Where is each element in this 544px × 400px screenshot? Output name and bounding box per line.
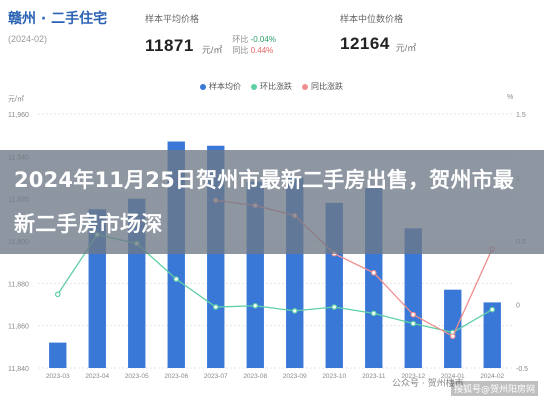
bar — [483, 302, 501, 368]
median-price-unit: 元/㎡ — [395, 43, 417, 53]
left-tick-label: 11,840 — [8, 366, 29, 373]
left-tick-label: 11,880 — [8, 281, 29, 288]
series-point — [489, 306, 496, 313]
headline-text: 2024年11月25日贺州市最新二手房出售，贺州市最新二手房市场深 — [14, 168, 515, 236]
x-tick-label: 2023-08 — [243, 373, 267, 380]
chart-legend: 样本均价 环比涨跌 同比涨跌 — [200, 81, 343, 92]
x-tick-label: 2023-11 — [362, 373, 386, 380]
chart-header: 赣州 · 二手住宅 (2024-02) 样本平均价格 11871 元/㎡ 环比 … — [0, 0, 544, 70]
right-tick-label: 1.5 — [516, 112, 526, 119]
legend-item-avg[interactable]: 样本均价 — [200, 81, 241, 92]
left-axis-unit: 元/㎡ — [8, 96, 24, 103]
right-tick-label: -0.5 — [516, 366, 528, 373]
median-price-label: 样本中位数价格 — [340, 15, 404, 25]
bar — [49, 342, 67, 368]
x-tick-label: 2024-01 — [441, 373, 465, 380]
legend-label-mom: 环比涨跌 — [260, 82, 292, 91]
avg-price-label: 样本平均价格 — [145, 15, 200, 25]
series-point — [212, 304, 219, 310]
date-label: (2024-02) — [8, 34, 48, 44]
x-tick-label: 2023-09 — [283, 373, 307, 380]
x-tick-label: 2023-05 — [125, 373, 149, 380]
series-point — [291, 308, 298, 314]
series-point — [54, 291, 61, 298]
series-point — [410, 320, 417, 327]
x-tick-label: 2023-10 — [322, 373, 346, 380]
legend-label-avg: 样本均价 — [209, 82, 241, 91]
right-axis-unit: % — [507, 94, 514, 101]
avg-price-value: 11871 — [145, 36, 194, 55]
left-tick-label: 11,960 — [8, 112, 29, 119]
right-tick-label: 0 — [516, 303, 520, 310]
series-point — [410, 311, 417, 318]
x-tick-label: 2023-12 — [401, 373, 425, 380]
x-tick-label: 2024-02 — [480, 373, 504, 380]
headline-banner — [0, 150, 544, 254]
legend-item-yoy[interactable]: 同比涨跌 — [302, 81, 343, 92]
x-tick-label: 2023-06 — [164, 373, 188, 380]
watermark-right: 搜狐号@贺州阳房网 — [450, 381, 538, 396]
legend-label-yoy: 同比涨跌 — [311, 82, 343, 91]
series-point — [331, 304, 338, 310]
series-point — [449, 333, 456, 340]
x-tick-label: 2023-07 — [204, 373, 228, 380]
watermark-left: 公众号 · 贺州楼市 — [392, 379, 464, 389]
yoy-value: 0.44% — [250, 46, 274, 55]
bar — [444, 289, 462, 368]
series-point — [173, 276, 180, 282]
series-point — [370, 310, 377, 317]
median-price-block: 样本中位数价格 12164 元/㎡ — [340, 12, 416, 54]
series-point — [252, 302, 259, 309]
mom-value: -0.04% — [250, 35, 276, 44]
bar — [404, 228, 422, 368]
median-price-value: 12164 — [340, 34, 390, 53]
avg-price-changes: 环比 -0.04% 同比 0.44% — [232, 34, 276, 56]
x-tick-label: 2023-04 — [85, 373, 109, 380]
legend-swatch-avg — [200, 83, 206, 90]
legend-swatch-mom — [251, 83, 257, 90]
left-tick-label: 11,860 — [8, 324, 29, 331]
yoy-label: 同比 — [232, 46, 249, 55]
avg-price-unit: 元/㎡ — [201, 45, 223, 55]
legend-item-mom[interactable]: 环比涨跌 — [251, 81, 292, 92]
x-tick-label: 2023-03 — [46, 373, 70, 380]
series-point — [370, 269, 377, 276]
avg-price-block: 样本平均价格 11871 元/㎡ 环比 -0.04% 同比 0.44% — [145, 12, 276, 56]
mom-label: 环比 — [232, 35, 249, 44]
legend-swatch-yoy — [302, 83, 308, 90]
page-title: 赣州 · 二手住宅 — [8, 11, 108, 27]
